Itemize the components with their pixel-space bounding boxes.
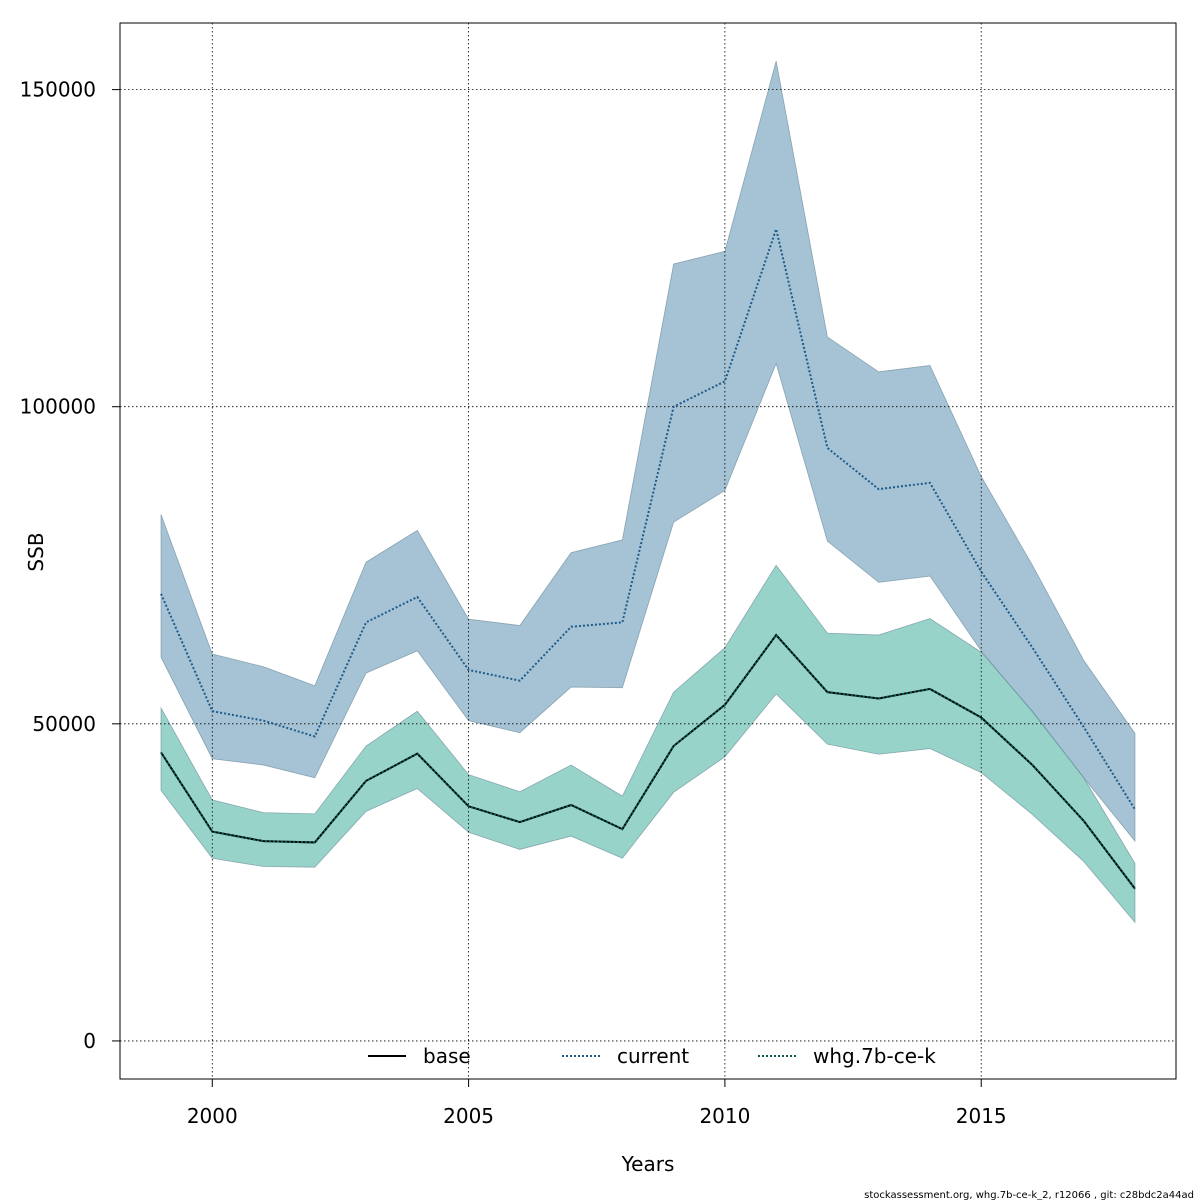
series-lines xyxy=(160,225,1136,890)
current-confidence-band xyxy=(160,60,1136,843)
legend-label-current: current xyxy=(617,1044,689,1068)
x-tick-label: 2010 xyxy=(699,1104,750,1128)
y-axis-title: SSB xyxy=(24,532,48,571)
whg-7b-ce-k-confidence-band xyxy=(160,564,1136,924)
y-tick-label: 50000 xyxy=(32,712,96,736)
whg-7b-ce-k-line xyxy=(160,633,1136,890)
y-tick-label: 150000 xyxy=(20,78,96,102)
x-axis-title: Years xyxy=(621,1152,675,1176)
y-tick-label: 0 xyxy=(83,1029,96,1053)
legend: base current whg.7b-ce-k xyxy=(368,1044,936,1068)
plot-frame xyxy=(119,22,1177,1080)
legend-label-base: base xyxy=(423,1044,471,1068)
y-tick-label: 100000 xyxy=(20,395,96,419)
x-tick-label: 2005 xyxy=(443,1104,494,1128)
legend-label-whg-7b-ce-k: whg.7b-ce-k xyxy=(813,1044,936,1068)
footnote: stockassessment.org, whg.7b-ce-k_2, r120… xyxy=(864,1190,1194,1200)
grid-lines xyxy=(120,23,1176,1079)
x-tick-label: 2000 xyxy=(187,1104,238,1128)
confidence-bands xyxy=(160,60,1136,924)
x-tick-label: 2015 xyxy=(956,1104,1007,1128)
axes: 2000 2005 2010 2015 0 50000 100000 150000 xyxy=(20,22,1177,1128)
